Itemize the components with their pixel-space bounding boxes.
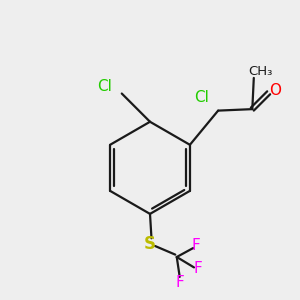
- Text: F: F: [175, 275, 184, 290]
- Text: S: S: [144, 235, 156, 253]
- Text: CH₃: CH₃: [248, 65, 272, 78]
- Text: O: O: [269, 83, 281, 98]
- Text: Cl: Cl: [97, 80, 112, 94]
- Text: Cl: Cl: [194, 90, 209, 105]
- Text: F: F: [193, 261, 202, 276]
- Text: F: F: [192, 238, 200, 253]
